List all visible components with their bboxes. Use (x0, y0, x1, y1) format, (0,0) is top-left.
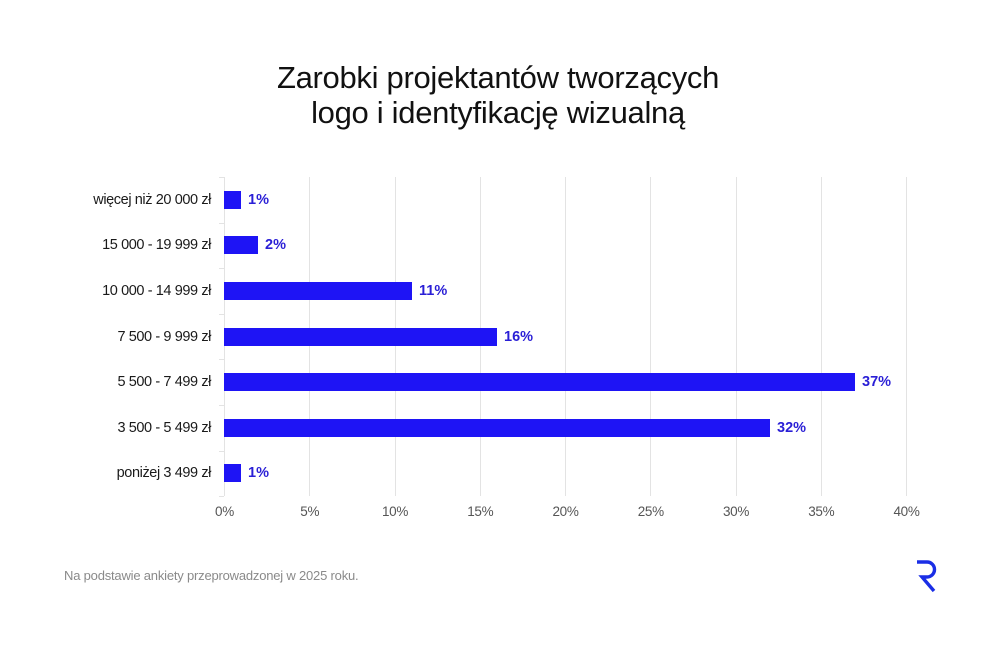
y-axis-tick (219, 268, 224, 269)
category-label: poniżej 3 499 zł (116, 465, 212, 481)
value-label: 37% (862, 374, 892, 390)
category-label: 10 000 - 14 999 zł (102, 283, 211, 299)
value-label: 11% (419, 283, 448, 299)
value-label: 32% (777, 420, 807, 436)
y-axis-tick (219, 223, 224, 224)
x-axis-tick-label: 40% (893, 504, 920, 519)
x-axis-tick-label: 25% (637, 504, 664, 519)
y-axis-tick (219, 177, 224, 178)
x-axis-tick-label: 10% (381, 504, 409, 519)
x-axis-tick-label: 30% (722, 504, 750, 519)
y-axis-tick (219, 314, 224, 315)
y-axis-tick (219, 496, 224, 497)
gridline (565, 177, 566, 496)
bar (224, 282, 412, 300)
chart-title-line-1: Zarobki projektantów tworzących (276, 60, 720, 95)
bar (224, 464, 241, 482)
category-label: 7 500 - 9 999 zł (117, 329, 211, 345)
gridline (650, 177, 651, 496)
bar (224, 328, 497, 346)
gridline (821, 177, 822, 496)
value-label: 2% (265, 237, 286, 253)
x-axis-tick-label: 20% (552, 504, 579, 519)
x-axis-tick-label: 0% (215, 504, 234, 519)
y-axis-tick (219, 359, 224, 360)
bar (224, 191, 241, 209)
bar (224, 236, 258, 254)
gridline (736, 177, 737, 496)
bar (224, 373, 855, 391)
y-axis-tick (219, 451, 224, 452)
chart-title-line-2: logo i identyfikację wizualną (311, 95, 685, 130)
r-logo-icon (917, 560, 937, 593)
x-axis-tick-label: 15% (467, 504, 494, 519)
gridline (906, 177, 907, 496)
bar (224, 419, 770, 437)
category-label: 15 000 - 19 999 zł (102, 237, 211, 253)
value-label: 1% (248, 192, 269, 208)
category-label: więcej niż 20 000 zł (93, 192, 211, 208)
category-label: 3 500 - 5 499 zł (117, 420, 211, 436)
category-label: 5 500 - 7 499 zł (117, 374, 211, 390)
value-label: 1% (248, 465, 269, 481)
y-axis-tick (219, 405, 224, 406)
value-label: 16% (504, 329, 534, 345)
chart-title: Zarobki projektantów tworzących logo i i… (0, 60, 996, 130)
x-axis-tick-label: 35% (808, 504, 835, 519)
footnote-source: Na podstawie ankiety przeprowadzonej w 2… (64, 568, 359, 583)
x-axis-tick-label: 5% (300, 504, 320, 519)
